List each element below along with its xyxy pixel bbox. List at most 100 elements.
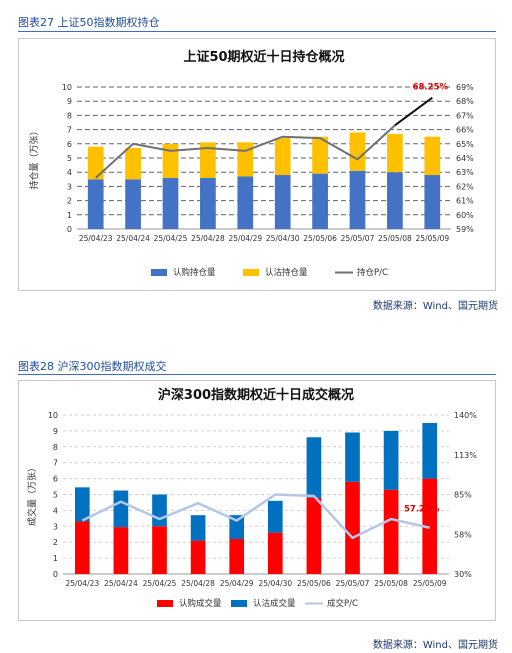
y-axis-label: 持仓量（万张） [28, 126, 40, 189]
bar-call [274, 175, 291, 229]
y-tick-label: 8 [53, 443, 58, 452]
figure2-caption: 图表28 沪深300指数期权成交 [18, 360, 167, 373]
x-tick-label: 25/05/07 [341, 234, 375, 243]
y-tick-label: 6 [53, 475, 58, 484]
y-tick-label: 0 [67, 225, 72, 234]
bar-put [345, 432, 360, 482]
x-tick-label: 25/04/25 [143, 579, 177, 588]
x-tick-label: 25/04/24 [104, 579, 138, 588]
y2-tick-label: 58% [454, 530, 472, 539]
pc-ratio-line [81, 493, 430, 540]
pc-ratio-latest-label: 57.21% [404, 505, 440, 515]
figure2-caption-rule [18, 374, 496, 375]
x-tick-label: 25/04/23 [79, 234, 113, 243]
x-tick-label: 25/04/28 [181, 579, 215, 588]
x-tick-label: 25/05/07 [336, 579, 370, 588]
y-tick-label: 7 [67, 126, 72, 135]
figure1-source: 数据来源：Wind、国元期货 [372, 301, 498, 312]
y2-tick-label: 61% [456, 197, 474, 206]
legend-swatch [151, 269, 167, 276]
bar-put [87, 146, 104, 180]
bar-put [312, 136, 328, 174]
figure2-source: 数据来源：Wind、国元期货 [372, 640, 498, 651]
bar-call [125, 179, 141, 229]
y-tick-label: 3 [53, 522, 58, 531]
bar-put [274, 138, 291, 176]
y-tick-label: 2 [53, 538, 58, 547]
y-tick-label: 9 [67, 97, 72, 106]
legend-label: 成交P/C [327, 598, 358, 609]
x-tick-label: 25/05/09 [415, 234, 449, 243]
bar-call [152, 526, 167, 574]
x-tick-label: 25/05/06 [297, 579, 331, 588]
y-tick-label: 1 [53, 554, 58, 563]
bar-call [306, 497, 322, 574]
bar-put [383, 430, 399, 490]
y2-tick-label: 30% [454, 570, 472, 579]
legend-label: 认购成交量 [179, 598, 222, 609]
y-tick-label: 2 [67, 197, 72, 206]
bar-put [162, 143, 179, 178]
legend-label: 认沽持仓量 [265, 267, 308, 278]
pc-ratio-latest-label: 68.25% [413, 83, 449, 93]
figure2-chart: 沪深300指数期权近十日成交概况 0 1 2 3 4 5 6 7 8 9 10 30% 58% 85% 113… [26, 387, 477, 609]
figure1-caption-rule [18, 31, 496, 32]
y-tick-label: 1 [67, 211, 72, 220]
y2-tick-label: 113% [454, 451, 477, 460]
bar-call [422, 478, 438, 574]
bar-call [267, 532, 283, 574]
legend-swatch [231, 600, 247, 607]
bar-put [190, 515, 206, 541]
y-tick-label: 9 [53, 427, 58, 436]
bar-call [383, 489, 399, 574]
legend-swatch [157, 600, 173, 607]
bar-call [424, 175, 441, 229]
bar-put [237, 142, 254, 177]
chart-title: 上证50期权近十日持仓概况 [183, 49, 344, 65]
y-tick-label: 0 [53, 570, 58, 579]
bar-put [74, 487, 90, 522]
bar-put [349, 132, 366, 171]
x-tick-label: 25/05/08 [374, 579, 408, 588]
bar-call [345, 481, 360, 574]
bar-call [349, 170, 366, 229]
bar-call [312, 173, 328, 229]
y-tick-label: 5 [67, 154, 72, 163]
y2-tick-label: 65% [456, 140, 474, 149]
bar-call [200, 177, 216, 229]
bar-call [190, 540, 206, 574]
figure1-caption: 图表27 上证50指数期权持仓 [18, 16, 160, 29]
figure1-chart: 上证50期权近十日持仓概况 0 1 2 3 4 5 6 7 8 9 10 59% 60% 61% 62% 63%… [28, 49, 474, 278]
y2-tick-label: 59% [456, 225, 474, 234]
x-tick-label: 25/04/23 [65, 579, 99, 588]
y2-tick-label: 63% [456, 168, 474, 177]
y2-tick-label: 64% [456, 154, 474, 163]
y2-tick-label: 67% [456, 111, 474, 120]
y2-tick-label: 69% [456, 83, 474, 92]
y2-tick-label: 140% [454, 411, 477, 420]
y-tick-label: 10 [62, 83, 72, 92]
legend-label: 认沽成交量 [253, 598, 296, 609]
x-tick-label: 25/04/29 [220, 579, 254, 588]
figure1-panel: 上证50期权近十日持仓概况 0 1 2 3 4 5 6 7 8 9 10 59% 60% 61% 62% 63%… [18, 38, 496, 291]
bar-call [387, 172, 403, 229]
bar-call [237, 176, 254, 229]
bar-put [125, 148, 141, 180]
bar-put [113, 490, 129, 528]
bar-put [200, 142, 216, 178]
y2-tick-label: 66% [456, 126, 474, 135]
bar-put [422, 422, 438, 479]
legend-label: 持仓P/C [357, 267, 388, 278]
bar-put [387, 133, 403, 173]
legend-swatch [243, 269, 259, 276]
x-tick-label: 25/04/30 [258, 579, 292, 588]
y-tick-label: 6 [67, 140, 72, 149]
legend-label: 认购持仓量 [173, 267, 216, 278]
x-tick-label: 25/05/09 [413, 579, 447, 588]
y2-tick-label: 60% [456, 211, 474, 220]
bar-put [424, 136, 441, 176]
y-tick-label: 8 [67, 111, 72, 120]
x-tick-label: 25/05/08 [378, 234, 412, 243]
bar-put [306, 437, 322, 498]
y-axis-label: 成交量（万张） [26, 463, 38, 526]
